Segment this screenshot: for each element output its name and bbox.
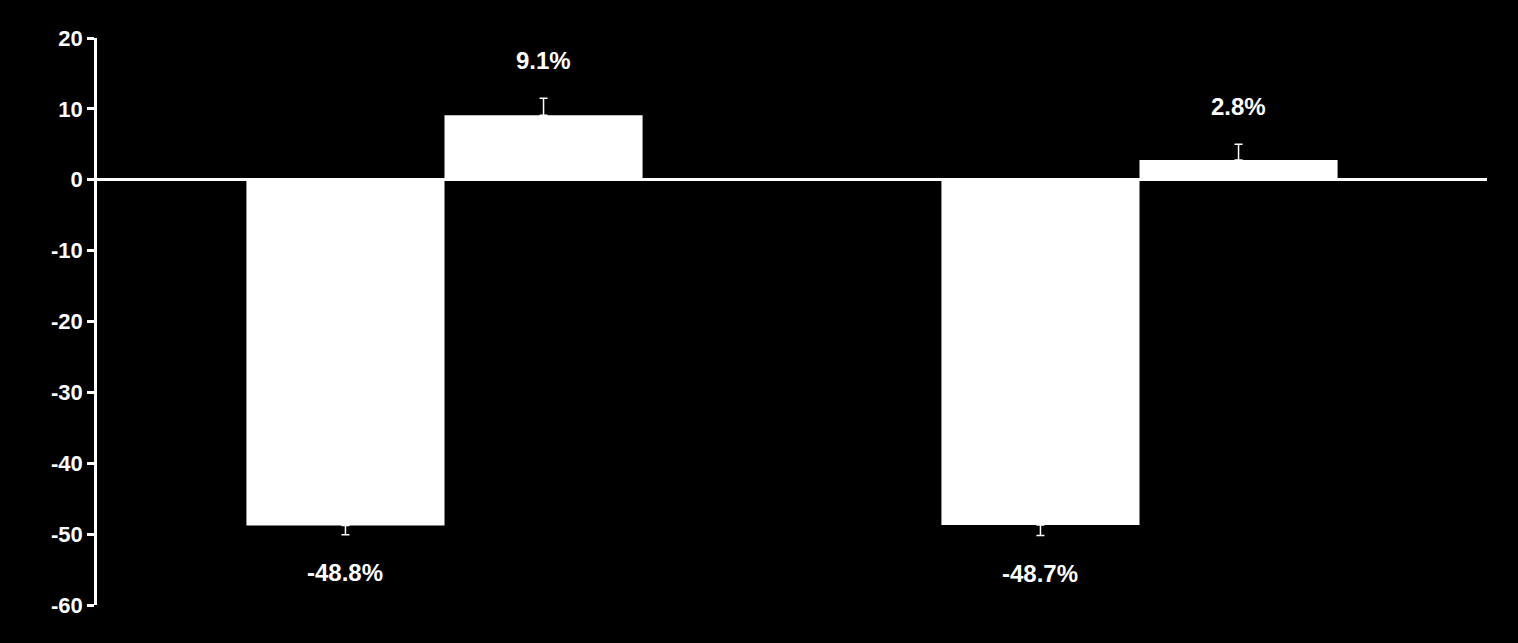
svg-text:-40: -40 bbox=[51, 451, 83, 476]
svg-text:-10: -10 bbox=[51, 238, 83, 263]
svg-text:-60: -60 bbox=[51, 593, 83, 618]
svg-text:20: 20 bbox=[58, 26, 82, 51]
svg-text:10: 10 bbox=[58, 97, 82, 122]
svg-text:-48.7%: -48.7% bbox=[1002, 560, 1078, 587]
svg-text:9.1%: 9.1% bbox=[516, 47, 571, 74]
svg-text:2.8%: 2.8% bbox=[1211, 93, 1266, 120]
svg-text:-30: -30 bbox=[51, 380, 83, 405]
svg-text:-50: -50 bbox=[51, 522, 83, 547]
svg-text:-20: -20 bbox=[51, 309, 83, 334]
svg-text:-48.8%: -48.8% bbox=[307, 559, 383, 586]
svg-text:0: 0 bbox=[71, 167, 83, 192]
